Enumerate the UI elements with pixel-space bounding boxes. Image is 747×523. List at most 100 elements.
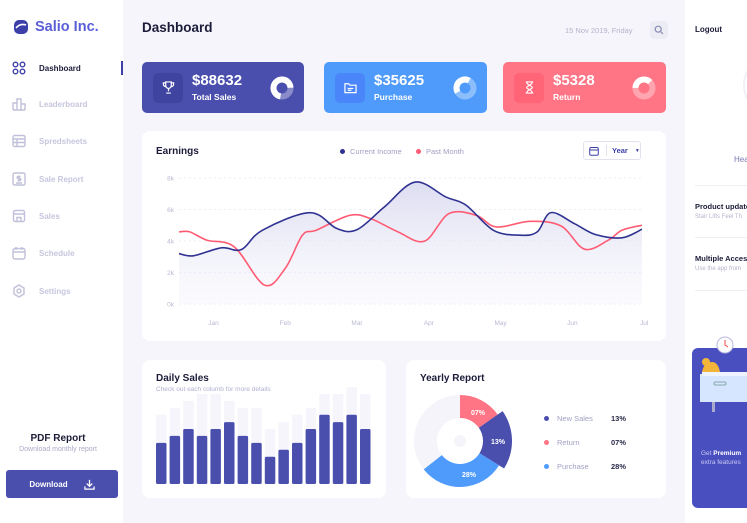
- brand-logo[interactable]: Salio Inc.: [13, 19, 99, 35]
- return-slice: [460, 395, 498, 428]
- sidebar-item-label: Dashboard: [39, 63, 81, 73]
- current-income-area: [179, 181, 642, 304]
- bar: [278, 449, 289, 484]
- sidebar-item-label: Sale Report: [39, 174, 84, 184]
- download-label: Download: [29, 479, 68, 489]
- sidebar-item-leaderboard[interactable]: Leaderboard: [12, 94, 123, 114]
- bar: [210, 429, 221, 484]
- sidebar-item-settings[interactable]: Settings: [12, 281, 123, 301]
- bar: [169, 435, 181, 484]
- search-button[interactable]: [650, 21, 668, 39]
- new-sales-slice: [478, 411, 512, 469]
- bar: [346, 414, 357, 484]
- notification-title[interactable]: Multiple Acces: [695, 254, 747, 263]
- x-tick-label: Feb: [280, 320, 292, 327]
- x-tick-label: Jan: [208, 320, 219, 327]
- legend-current-income: Current Income: [340, 147, 402, 156]
- x-tick-label: Mar: [351, 320, 363, 327]
- stat-card-return[interactable]: $5328 Return: [503, 62, 666, 113]
- stat-card-purchase[interactable]: $35625 Purchase: [324, 62, 487, 113]
- sidebar-item-dashboard[interactable]: Dashboard: [12, 58, 123, 78]
- bar-background: [264, 429, 276, 484]
- slice-label: 07%: [471, 410, 486, 417]
- gear-icon: [13, 284, 25, 298]
- sidebar-item-spreadsheets[interactable]: Spredsheets: [12, 131, 123, 151]
- x-tick-label: Jun: [567, 320, 578, 327]
- divider: [695, 185, 747, 186]
- sidebar-item-label: Settings: [39, 286, 71, 296]
- legend-label: New Sales: [557, 414, 593, 423]
- promo-line-2: extra features: [701, 459, 741, 466]
- earnings-title: Earnings: [156, 146, 199, 157]
- x-tick-label: May: [494, 320, 507, 327]
- download-icon: [83, 479, 95, 490]
- legend-dot: [416, 149, 421, 154]
- sidebar-item-label: Sales: [39, 211, 60, 221]
- y-tick-label: 0k: [167, 302, 175, 309]
- legend-value: 28%: [611, 462, 627, 471]
- legend-label: Purchase: [557, 462, 589, 471]
- yearly-report-donut: 07% 13% 28%: [414, 395, 512, 487]
- slice-label: 28%: [462, 472, 477, 479]
- current-income-line: [178, 181, 643, 257]
- stat-value: $35625: [374, 72, 425, 89]
- table-icon: [12, 134, 26, 148]
- trophy-icon: [153, 72, 183, 103]
- bar: [332, 422, 344, 484]
- yearly-report-title: Yearly Report: [420, 373, 485, 384]
- sidebar-item-sales[interactable]: Sales: [12, 206, 123, 226]
- sidebar-item-label: Leaderboard: [39, 99, 88, 109]
- download-button[interactable]: Download: [6, 470, 118, 498]
- bar: [224, 422, 235, 484]
- yearly-legend-item: New Sales: [544, 414, 593, 423]
- period-value: Year: [612, 146, 628, 155]
- stat-card-total-sales[interactable]: $88632 Total Sales: [142, 62, 304, 113]
- notification-text: Use the app from: [695, 266, 742, 272]
- page-title: Dashboard: [142, 20, 213, 35]
- premium-promo-card[interactable]: Get Premium extra features: [692, 336, 747, 508]
- period-select[interactable]: Year ▼: [583, 141, 641, 160]
- legend-value: 13%: [611, 414, 627, 423]
- chevron-down-icon: ▼: [634, 147, 640, 154]
- yearly-legend-item: Purchase: [544, 462, 589, 471]
- hourglass-icon: [514, 72, 544, 103]
- calendar-icon: [589, 146, 599, 156]
- bar: [183, 429, 194, 484]
- bar: [264, 456, 276, 484]
- profile-subtitle: Hea: [734, 155, 747, 164]
- sidebar-item-sale-report[interactable]: Sale Report: [12, 169, 123, 189]
- dashboard-icon: [12, 61, 26, 75]
- right-panel: Logout Hea Product update Stair Lifts Fe…: [685, 0, 747, 523]
- search-icon: [654, 25, 664, 35]
- sidebar-item-schedule[interactable]: Schedule: [12, 243, 123, 263]
- notification-text: Stair Lifts Feel Th: [695, 214, 742, 220]
- legend-dot: [340, 149, 345, 154]
- sidebar-item-label: Spredsheets: [39, 136, 88, 146]
- folder-icon: [335, 72, 365, 103]
- legend-label: Return: [557, 438, 580, 447]
- notification-title[interactable]: Product update: [695, 202, 747, 211]
- avatar: [743, 55, 747, 115]
- y-tick-label: 2k: [167, 270, 175, 277]
- legend-dot: [544, 464, 549, 469]
- purchase-slice: [423, 453, 500, 487]
- legend-dot: [544, 416, 549, 421]
- bar: [360, 429, 371, 484]
- legend-label: Past Month: [426, 147, 464, 156]
- bar: [251, 442, 262, 484]
- daily-sales-subtitle: Check out each columb for more details: [156, 386, 271, 393]
- legend-past-month: Past Month: [416, 147, 464, 156]
- bar: [292, 442, 303, 484]
- donut-center: [454, 435, 466, 447]
- divider: [695, 290, 747, 291]
- logout-button[interactable]: Logout: [695, 25, 723, 34]
- y-tick-label: 4k: [167, 239, 175, 246]
- pdf-report-subtitle: Download monthly report: [19, 446, 97, 453]
- stat-ring: [632, 76, 656, 99]
- calendar-icon: [12, 247, 26, 260]
- earnings-chart: 0k 2k 4k 6k 8k Jan Feb Mar Apr May Jun Jul: [167, 176, 649, 328]
- daily-sales-title: Daily Sales: [156, 373, 209, 384]
- slice-label: 13%: [491, 439, 506, 446]
- yearly-legend-item: Return: [544, 438, 580, 447]
- y-tick-label: 6k: [167, 207, 175, 214]
